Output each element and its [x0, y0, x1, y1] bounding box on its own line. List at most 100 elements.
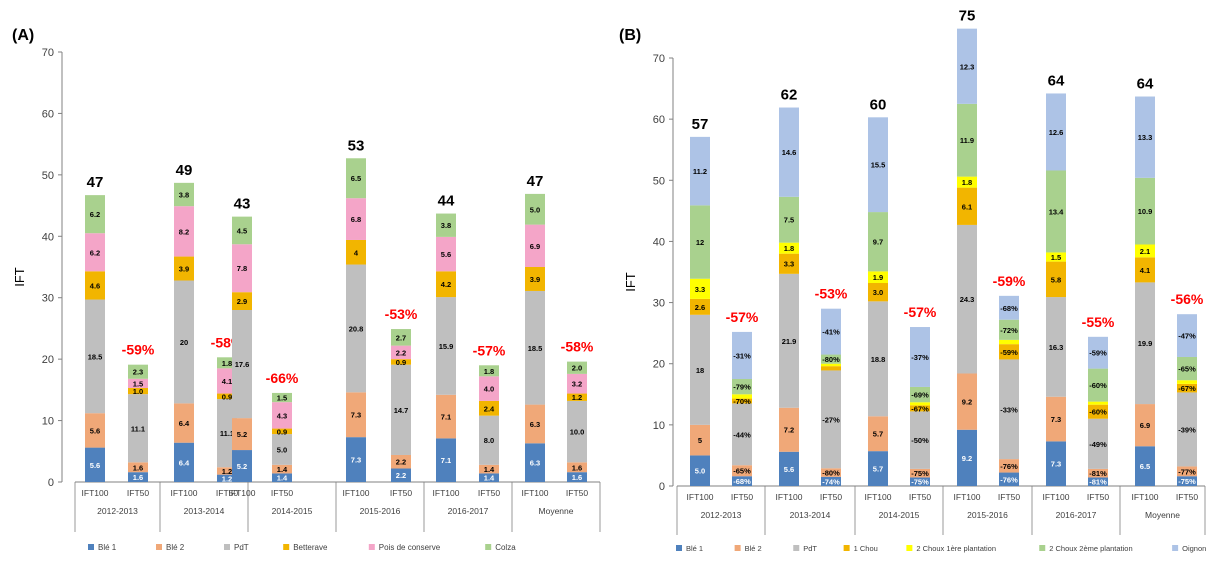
segment-label: 20.8	[349, 324, 364, 333]
bar-type-label: IFT100	[522, 488, 549, 498]
segment-label: -59%	[1089, 349, 1107, 358]
bar-type-label: IFT100	[865, 492, 892, 502]
y-tick-label: 20	[653, 359, 665, 371]
legend-entry: 1 Chou	[843, 544, 878, 553]
legend-swatch	[88, 544, 94, 550]
segment-label: -27%	[822, 415, 840, 424]
bar-segment	[868, 117, 888, 213]
segment-label: 1.2	[222, 467, 232, 476]
segment-label: 3.2	[572, 380, 582, 389]
segment-label: -80%	[822, 355, 840, 364]
bar-segment	[272, 434, 292, 465]
segment-label: 13.4	[1049, 207, 1064, 216]
group-label: 2012-2013	[701, 510, 742, 520]
bar-segment	[1046, 297, 1066, 397]
y-tick-label: 20	[42, 354, 54, 366]
bar-segment	[346, 437, 366, 482]
reduction-label: -57%	[726, 309, 759, 325]
legend-swatch	[156, 544, 162, 550]
bar-segment	[779, 253, 799, 274]
bar-segment	[1046, 170, 1066, 253]
segment-label: 7.3	[351, 456, 361, 465]
segment-label: 6.4	[179, 419, 190, 428]
bar-type-label: IFT100	[229, 488, 256, 498]
bar-segment	[690, 424, 710, 456]
bar-type-label: IFT100	[1132, 492, 1159, 502]
bar-segment	[690, 455, 710, 486]
bar-segment	[567, 373, 587, 394]
segment-label: 5.6	[784, 465, 794, 474]
bar-segment	[128, 472, 148, 482]
bar-type-label: IFT50	[127, 488, 149, 498]
bar-type-label: IFT50	[216, 488, 238, 498]
bar-segment	[479, 400, 499, 416]
segment-label: -60%	[1089, 408, 1107, 417]
bar-segment	[567, 472, 587, 482]
chart-panel-b: (B) 0 10 20 30 40 50 60 70 IFT 2012-2013 2013-2014 2…	[619, 8, 1206, 553]
segment-label: 6.1	[962, 202, 972, 211]
segment-label: 1.9	[873, 273, 883, 282]
bar-type-label: IFT50	[566, 488, 588, 498]
bar-segment	[1135, 446, 1155, 486]
segment-label: 15.5	[871, 161, 886, 170]
reduction-label: -53%	[385, 306, 418, 322]
bar-segment	[217, 357, 237, 369]
segment-label: 1.2	[572, 393, 582, 402]
legend-label: 1 Chou	[854, 544, 878, 553]
bar-segment	[272, 464, 292, 474]
segment-label: -65%	[1178, 365, 1196, 374]
bar-segment	[479, 376, 499, 401]
segment-label: 1.8	[484, 367, 494, 376]
segment-label: 1.8	[222, 359, 232, 368]
bar-segment	[436, 271, 456, 298]
bar-segment	[1135, 257, 1155, 283]
segment-label: 5.2	[237, 462, 247, 471]
bar-segment	[999, 472, 1019, 486]
segment-label: 1.5	[1051, 253, 1061, 262]
bar-segment	[436, 438, 456, 482]
segment-label: 2.9	[237, 297, 247, 306]
segment-label: 4.2	[441, 280, 451, 289]
segment-label: 10.0	[570, 428, 585, 437]
segment-label: -31%	[733, 351, 751, 360]
legend-entry: 2 Choux 2ème plantation	[1039, 544, 1133, 553]
group-label: 2015-2016	[967, 510, 1008, 520]
segment-label: 1.6	[572, 473, 582, 482]
segment-label: 2.3	[133, 368, 143, 377]
bar-segment	[346, 158, 366, 199]
reduction-label: -53%	[815, 286, 848, 302]
segment-label: -41%	[822, 328, 840, 337]
bar-segment	[821, 363, 841, 367]
bar-segment	[910, 477, 930, 486]
legend-entry: PdT	[224, 543, 249, 552]
bar-segment	[957, 373, 977, 430]
segment-label: 1.8	[962, 178, 972, 187]
y-tick-label: 30	[653, 298, 665, 310]
segment-label: 3.3	[784, 260, 794, 269]
bar-segment	[910, 386, 930, 403]
bar-segment	[567, 462, 587, 473]
bar-segment	[732, 379, 752, 395]
reduction-label: -59%	[993, 273, 1026, 289]
bar-segment	[1046, 261, 1066, 298]
bar-segment	[436, 394, 456, 439]
segment-label: -76%	[1000, 462, 1018, 471]
bar-segment	[732, 398, 752, 404]
legend-swatch	[368, 544, 375, 550]
segment-label: 8.2	[179, 227, 189, 236]
segment-label: 2.2	[396, 458, 406, 467]
bar-segment	[732, 394, 752, 399]
segment-label: 7.1	[441, 413, 451, 422]
bar-segment	[1088, 401, 1108, 405]
bar-segment	[232, 244, 252, 293]
segment-label: 2.1	[1140, 247, 1150, 256]
reduction-label: -55%	[1082, 314, 1115, 330]
bar-segment	[85, 413, 105, 448]
bar-segment	[346, 198, 366, 240]
bar-segment	[85, 447, 105, 482]
bar-segment	[910, 468, 930, 478]
segment-label: -70%	[733, 397, 751, 406]
legend-label: 2 Choux 1ère plantation	[916, 544, 996, 553]
segment-label: -47%	[1178, 332, 1196, 341]
bar-type-label: IFT100	[343, 488, 370, 498]
